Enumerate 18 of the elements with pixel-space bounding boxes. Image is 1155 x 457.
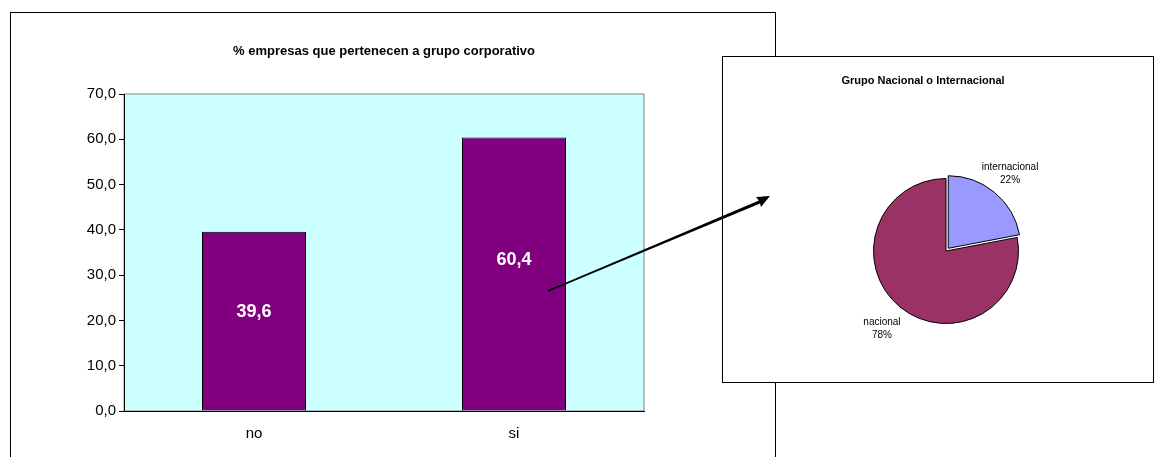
y-tick-label: 20,0	[86, 310, 116, 328]
data-label: 78%	[871, 329, 893, 341]
chart-title: Grupo Nacional o Internacional	[841, 74, 1005, 87]
data-label: 60,4	[496, 249, 532, 270]
y-tick-label: 10,0	[86, 355, 116, 373]
y-tick-label: 70,0	[86, 84, 116, 102]
x-tick-label: no	[245, 424, 263, 442]
data-label: 22%	[1000, 174, 1021, 186]
y-tick-label: 0,0	[95, 401, 116, 419]
y-tick-label: 30,0	[86, 265, 116, 283]
y-tick-label: 40,0	[86, 220, 116, 237]
y-tick-label: 50,0	[86, 174, 116, 192]
y-tick-label: 60,0	[86, 129, 116, 147]
slice-label: internacional	[981, 161, 1039, 173]
x-tick-label: si	[508, 424, 520, 442]
chart-title: % empresas que pertenecen a grupo corporativo	[233, 42, 536, 58]
data-label: 39,6	[236, 301, 272, 322]
slice-label: nacional	[863, 316, 901, 328]
